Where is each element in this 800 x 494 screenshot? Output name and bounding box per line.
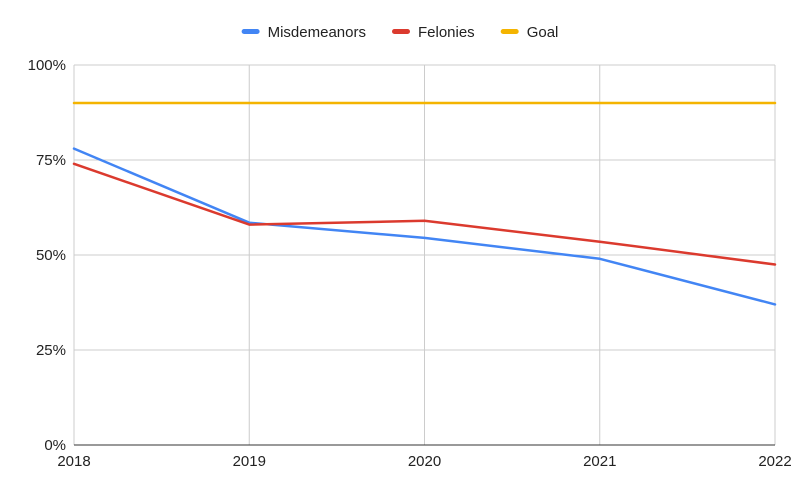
legend-label: Felonies: [418, 24, 475, 41]
legend-swatch: [500, 29, 519, 34]
legend-label: Misdemeanors: [268, 24, 366, 41]
y-tick-label: 75%: [36, 152, 66, 169]
x-tick-label: 2021: [583, 453, 616, 470]
legend: Misdemeanors Felonies Goal: [241, 24, 559, 41]
series-line-misdemeanors: [72, 147, 777, 306]
horizontal-gridlines: [74, 64, 775, 351]
x-tick-label: 2020: [408, 453, 441, 470]
legend-swatch: [391, 29, 410, 34]
x-axis-tick-labels: 2018 2019 2020 2021 2022: [57, 453, 791, 470]
legend-swatch: [241, 29, 260, 34]
legend-item-felonies: Felonies: [391, 24, 475, 41]
x-tick-label: 2022: [758, 453, 791, 470]
y-tick-label: 100%: [28, 57, 66, 74]
x-tick-label: 2018: [57, 453, 90, 470]
series-line-felonies: [72, 162, 777, 266]
legend-item-misdemeanors: Misdemeanors: [241, 24, 366, 41]
series-layer: [72, 101, 777, 306]
y-axis-tick-labels: 0% 25% 50% 75% 100%: [28, 57, 66, 454]
x-tick-label: 2019: [233, 453, 266, 470]
y-tick-label: 50%: [36, 247, 66, 264]
y-tick-label: 0%: [44, 437, 66, 454]
legend-label: Goal: [527, 24, 559, 41]
y-tick-label: 25%: [36, 342, 66, 359]
legend-item-goal: Goal: [500, 24, 559, 41]
